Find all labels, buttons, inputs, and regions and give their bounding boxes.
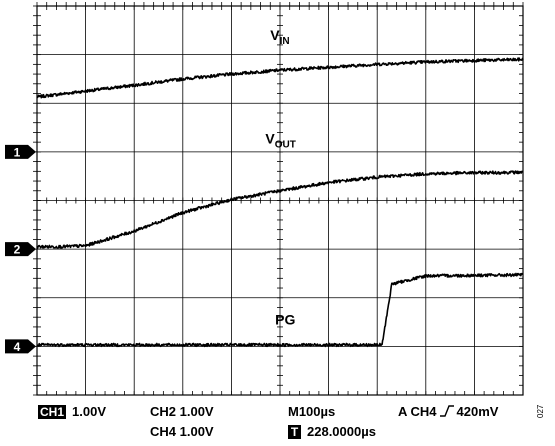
channel-marker-2 — [5, 242, 36, 257]
channel-marker-label-2: 2 — [14, 243, 21, 257]
trace-label-vin: VIN — [270, 27, 289, 47]
timebase-setting: M100µs — [288, 404, 336, 419]
ch1-scale: 1.00V — [72, 404, 106, 419]
trace-vout — [36, 170, 524, 249]
t-badge: T — [288, 425, 301, 439]
channel-marker-1 — [5, 144, 36, 159]
channel-marker-label-4: 4 — [14, 340, 21, 354]
ch1-badge: CH1 — [38, 405, 67, 419]
channel-marker-4 — [5, 339, 36, 354]
trigger-position: T 228.0000µs — [288, 424, 376, 439]
trace-pg — [36, 272, 524, 348]
trigger-source: A CH4 — [398, 404, 437, 419]
ch4-setting: CH4 1.00V — [150, 424, 214, 439]
trace-label-pg: PG — [275, 311, 295, 327]
ch2-setting: CH2 1.00V — [150, 404, 214, 419]
trace-label-vout: VOUT — [265, 131, 295, 151]
trigger-setting: A CH4 420mV — [398, 404, 498, 419]
channel-marker-label-1: 1 — [14, 145, 21, 159]
scope-grid — [33, 2, 524, 396]
trigger-level: 420mV — [456, 404, 499, 419]
figure-code: 027 — [536, 404, 545, 418]
trace-labels: VIN VOUT PG — [265, 27, 295, 327]
trace-vin — [36, 57, 524, 99]
rising-edge-icon — [439, 405, 454, 417]
ch1-setting: CH1 1.00V — [38, 404, 106, 419]
channel-markers: 1 2 4 — [5, 144, 36, 354]
oscilloscope-plot: VIN VOUT PG 1 2 4 — [5, 2, 524, 396]
trigger-time: 228.0000µs — [307, 424, 376, 439]
scope-traces — [36, 57, 524, 348]
